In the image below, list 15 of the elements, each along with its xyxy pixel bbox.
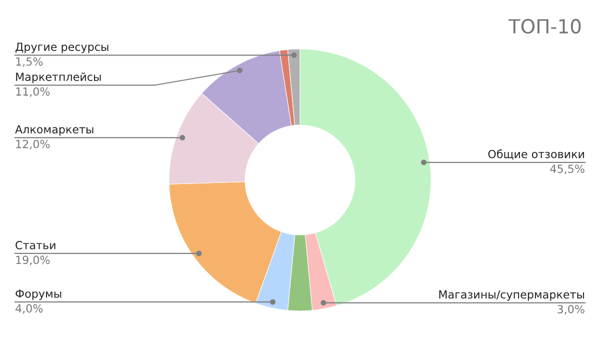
slice-label: Маркетплейсы xyxy=(16,72,101,84)
slice-label: Магазины/супермаркеты xyxy=(439,290,584,301)
chart-title: ТОП-10 xyxy=(508,18,581,34)
slice-label: Форумы xyxy=(16,290,62,300)
data-label: 4,0% xyxy=(16,304,43,314)
slice-label: Другие ресурсы xyxy=(16,42,108,54)
slice-label: Общие отзовики xyxy=(488,149,584,160)
data-label: 45,5% xyxy=(550,164,584,174)
data-label: 3,0% xyxy=(558,304,584,315)
data-label: 12,0% xyxy=(16,140,50,150)
data-label: 11,0% xyxy=(16,87,50,97)
data-label: 19,0% xyxy=(16,256,50,266)
data-label: 1,5% xyxy=(16,57,43,67)
slice-label: Алкомаркеты xyxy=(15,125,94,136)
slice-label: Статьи xyxy=(16,240,56,250)
